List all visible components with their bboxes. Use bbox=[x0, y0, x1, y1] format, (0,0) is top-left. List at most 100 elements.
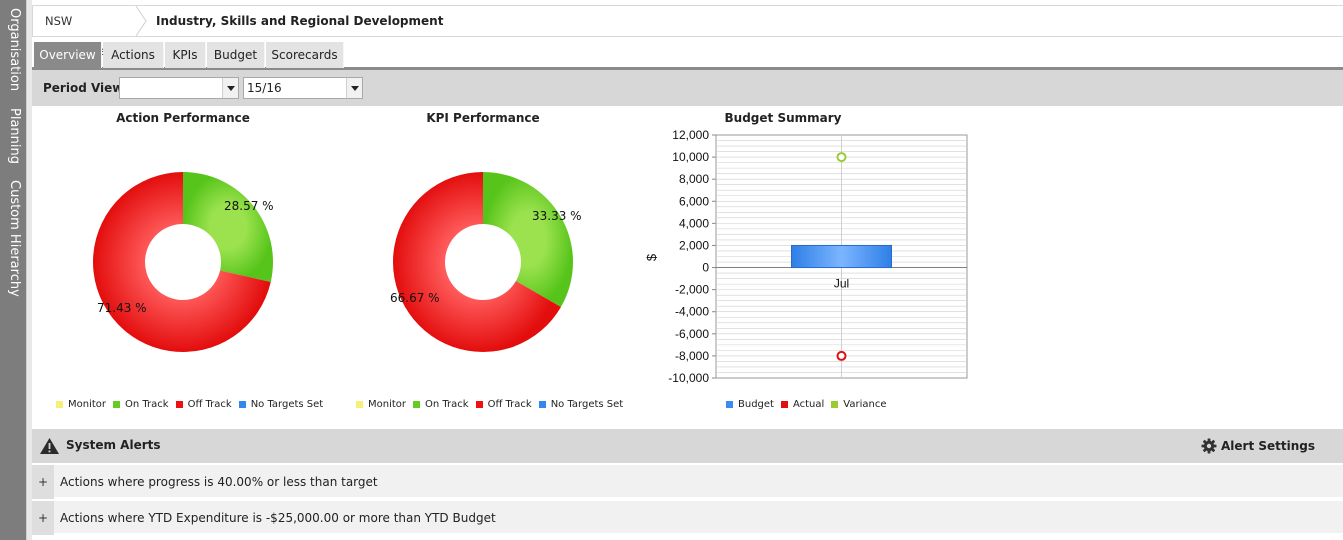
legend-label: Actual bbox=[792, 398, 825, 410]
kpi-performance-donut bbox=[393, 172, 573, 352]
alert-settings-label: Alert Settings bbox=[1220, 439, 1315, 453]
legend-swatch bbox=[238, 400, 246, 408]
legend-swatch bbox=[831, 400, 839, 408]
tab-kpis[interactable]: KPIs bbox=[165, 42, 206, 68]
y-tick-label: 4,000 bbox=[679, 216, 709, 230]
side-tab-label: Planning bbox=[7, 108, 22, 164]
budget-summary-title: Budget Summary bbox=[724, 111, 842, 125]
expand-icon[interactable]: + bbox=[32, 501, 54, 535]
y-tick-label: 0 bbox=[702, 261, 709, 275]
system-alerts-header: System Alerts Alert Settings bbox=[32, 429, 1343, 463]
donut-slice-off-track[interactable] bbox=[393, 172, 561, 352]
alert-settings-button[interactable]: Alert Settings bbox=[1201, 438, 1315, 454]
legend-label: Budget bbox=[738, 398, 774, 410]
side-tab-organisation[interactable]: Organisation bbox=[0, 8, 26, 98]
tab-actions[interactable]: Actions bbox=[103, 42, 164, 68]
legend-label: No Targets Set bbox=[550, 398, 624, 410]
variance-marker-jul[interactable] bbox=[836, 152, 847, 163]
legend-item-off-track: Off Track bbox=[475, 398, 532, 410]
alert-row-text: Actions where YTD Expenditure is -$25,00… bbox=[60, 511, 496, 525]
chevron-down-icon[interactable] bbox=[346, 78, 362, 98]
splitter[interactable] bbox=[26, 0, 32, 540]
legend-label: Off Track bbox=[487, 398, 532, 410]
y-axis-label: $ bbox=[644, 253, 659, 261]
donut-slice-on-track[interactable] bbox=[483, 172, 573, 307]
action-performance-donut bbox=[93, 172, 273, 352]
y-tick-label: -8,000 bbox=[675, 349, 709, 363]
y-tick-label: 6,000 bbox=[679, 194, 709, 208]
y-tick-label: 10,000 bbox=[672, 150, 709, 164]
legend-item-variance: Variance bbox=[831, 398, 887, 410]
action-off-track-label: 71.43 % bbox=[97, 301, 147, 315]
breadcrumb: NSW Government Industry, Skills and Regi… bbox=[32, 5, 1343, 58]
y-tick-label: -6,000 bbox=[675, 327, 709, 341]
breadcrumb-root[interactable]: NSW Government bbox=[32, 6, 140, 58]
y-tick-label: -2,000 bbox=[675, 283, 709, 297]
chevron-down-icon[interactable] bbox=[222, 78, 238, 98]
period-view-label: Period View bbox=[43, 81, 124, 95]
period-type-select[interactable] bbox=[119, 77, 239, 99]
legend-swatch bbox=[356, 400, 363, 408]
alert-row[interactable]: + Actions where progress is 40.00% or le… bbox=[32, 465, 1343, 499]
legend-swatch bbox=[113, 400, 121, 408]
legend-swatch bbox=[726, 400, 733, 408]
side-tab-custom-hierarchy[interactable]: Custom Hierarchy bbox=[0, 180, 26, 297]
gear-icon bbox=[1201, 438, 1217, 454]
expand-icon[interactable]: + bbox=[32, 465, 54, 499]
actual-marker-jul[interactable] bbox=[836, 350, 847, 361]
action-performance-legend: Monitor On Track Off Track No Targets Se… bbox=[56, 397, 330, 411]
legend-label: Monitor bbox=[368, 398, 407, 410]
action-performance-title: Action Performance bbox=[116, 111, 250, 125]
legend-item-on-track: On Track bbox=[113, 399, 169, 410]
tab-scorecards[interactable]: Scorecards bbox=[266, 42, 344, 68]
legend-item-budget: Budget bbox=[726, 399, 774, 410]
budget-summary-legend: Budget Actual Variance bbox=[726, 397, 894, 411]
breadcrumb-separator-icon bbox=[135, 6, 147, 36]
period-year-select[interactable]: 15/16 bbox=[243, 77, 363, 99]
budget-summary-chart: 12,000 10,000 8,000 6,000 4,000 2,000 0 -2,000 -… bbox=[644, 128, 968, 385]
legend-item-monitor: Monitor bbox=[56, 399, 106, 410]
alert-row[interactable]: + Actions where YTD Expenditure is -$25,… bbox=[32, 501, 1343, 535]
kpi-performance-legend: Monitor On Track Off Track No Targets Se… bbox=[356, 397, 630, 411]
legend-item-no-targets: No Targets Set bbox=[238, 399, 323, 410]
side-tab-planning[interactable]: Planning bbox=[0, 108, 26, 170]
alert-row-text: Actions where progress is 40.00% or less… bbox=[60, 475, 378, 489]
period-year-value: 15/16 bbox=[247, 81, 282, 95]
side-tab-label: Organisation bbox=[7, 8, 22, 92]
y-tick-label: 2,000 bbox=[679, 238, 709, 252]
tab-bar: Overview Actions KPIs Budget Scorecards bbox=[32, 40, 1343, 70]
system-alerts-title: System Alerts bbox=[66, 438, 161, 452]
budget-bar-jul[interactable] bbox=[791, 244, 892, 269]
legend-swatch bbox=[538, 400, 546, 408]
legend-swatch bbox=[780, 400, 788, 408]
legend-label: Variance bbox=[843, 398, 887, 410]
kpi-performance-title: KPI Performance bbox=[426, 111, 540, 125]
legend-swatch bbox=[56, 400, 63, 408]
donut-slice-off-track[interactable] bbox=[93, 172, 271, 352]
y-tick-label: 8,000 bbox=[679, 172, 709, 186]
donut-slice-on-track[interactable] bbox=[183, 172, 273, 283]
y-tick-label: -4,000 bbox=[675, 305, 709, 319]
tab-budget[interactable]: Budget bbox=[207, 42, 265, 68]
legend-item-no-targets: No Targets Set bbox=[538, 398, 624, 410]
breadcrumb-current: Industry, Skills and Regional Developmen… bbox=[156, 14, 444, 28]
kpi-off-track-label: 66.67 % bbox=[390, 291, 440, 305]
legend-label: On Track bbox=[425, 398, 469, 410]
side-tab-label: Custom Hierarchy bbox=[7, 180, 22, 297]
legend-swatch bbox=[475, 400, 483, 408]
legend-item-monitor: Monitor bbox=[356, 399, 406, 410]
action-on-track-label: 28.57 % bbox=[224, 199, 274, 213]
warning-icon bbox=[40, 438, 59, 454]
legend-item-actual: Actual bbox=[780, 398, 825, 410]
y-tick-label: -10,000 bbox=[668, 371, 709, 385]
legend-item-off-track: Off Track bbox=[175, 398, 232, 410]
legend-label: On Track bbox=[125, 398, 169, 410]
legend-item-on-track: On Track bbox=[413, 399, 469, 410]
legend-swatch bbox=[413, 400, 421, 408]
kpi-on-track-label: 33.33 % bbox=[532, 209, 582, 223]
y-tick-label: 12,000 bbox=[672, 128, 709, 142]
tab-overview[interactable]: Overview bbox=[34, 42, 102, 68]
legend-label: Off Track bbox=[187, 398, 232, 410]
period-toolbar: Period View 15/16 bbox=[32, 70, 1343, 106]
